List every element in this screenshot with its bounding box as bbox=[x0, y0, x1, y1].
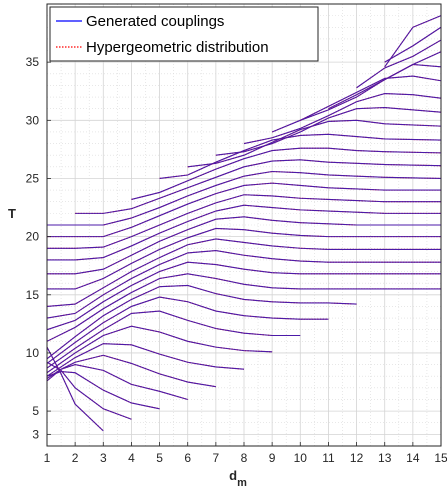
series-generated-11 bbox=[46, 261, 441, 331]
x-tick-label: 8 bbox=[241, 451, 248, 465]
series-generated-25 bbox=[243, 93, 442, 145]
series-generated-31 bbox=[384, 15, 442, 68]
series-generated-30 bbox=[384, 26, 442, 63]
series-generated-16 bbox=[47, 204, 441, 261]
x-tick-label: 10 bbox=[294, 451, 308, 465]
series-generated-7 bbox=[46, 310, 301, 369]
y-tick-label: 15 bbox=[26, 288, 40, 302]
y-tick-label: 30 bbox=[26, 113, 40, 127]
x-axis-ticks: 1 2 3 4 5 6 7 8 9 10 11 12 13 14 15 bbox=[44, 442, 447, 465]
legend: Generated couplings Hypergeometric distr… bbox=[49, 6, 319, 62]
series-generated-17 bbox=[47, 194, 441, 249]
y-axis-label: T bbox=[8, 206, 16, 221]
x-tick-label: 5 bbox=[156, 451, 163, 465]
series-generated-13 bbox=[46, 238, 441, 307]
series-layer bbox=[46, 15, 442, 432]
series-generated-5 bbox=[46, 343, 245, 377]
series-generated-27 bbox=[300, 63, 442, 121]
series-generated-1 bbox=[46, 361, 132, 420]
y-tick-label: 3 bbox=[32, 427, 39, 441]
legend-label-generated: Generated couplings bbox=[86, 13, 224, 30]
series-generated-9 bbox=[46, 284, 357, 360]
series-generated-19 bbox=[47, 170, 442, 226]
x-tick-label: 13 bbox=[378, 451, 392, 465]
x-tick-label: 4 bbox=[128, 451, 135, 465]
series-generated-20 bbox=[75, 159, 442, 214]
x-tick-label: 9 bbox=[269, 451, 276, 465]
series-generated-8 bbox=[46, 296, 329, 364]
series-generated-28 bbox=[328, 51, 442, 110]
x-tick-label: 11 bbox=[322, 451, 335, 465]
y-tick-label: 35 bbox=[26, 55, 40, 69]
series-generated-23 bbox=[187, 119, 442, 168]
y-tick-label: 25 bbox=[26, 171, 40, 185]
series-generated-24 bbox=[215, 106, 442, 156]
x-tick-label: 1 bbox=[44, 451, 51, 465]
series-generated-21 bbox=[131, 147, 442, 200]
x-tick-label: 14 bbox=[406, 451, 420, 465]
x-tick-label: 15 bbox=[434, 451, 447, 465]
series-generated-4 bbox=[46, 354, 216, 388]
legend-label-hypergeometric: Hypergeometric distribution bbox=[86, 39, 269, 56]
series-generated-2 bbox=[46, 371, 160, 410]
series-generated-15 bbox=[47, 216, 441, 275]
x-tick-label: 6 bbox=[184, 451, 191, 465]
legend-box bbox=[49, 6, 319, 62]
series-generated-12 bbox=[46, 250, 441, 319]
x-tick-label: 7 bbox=[213, 451, 220, 465]
x-tick-label: 3 bbox=[100, 451, 107, 465]
series-generated-29 bbox=[356, 39, 442, 89]
x-axis-label-main: d bbox=[229, 468, 237, 483]
y-tick-label: 20 bbox=[26, 230, 40, 244]
x-axis-label: dm bbox=[229, 468, 247, 489]
series-generated-0 bbox=[46, 346, 104, 432]
y-tick-label: 5 bbox=[32, 404, 39, 418]
series-generated-6 bbox=[46, 325, 273, 374]
series-generated-10 bbox=[46, 273, 441, 342]
x-tick-label: 12 bbox=[350, 451, 364, 465]
series-generated-14 bbox=[47, 227, 441, 290]
x-tick-label: 2 bbox=[72, 451, 79, 465]
y-tick-label: 10 bbox=[26, 346, 40, 360]
series-generated-18 bbox=[47, 182, 441, 238]
x-axis-label-sub: m bbox=[237, 477, 247, 489]
